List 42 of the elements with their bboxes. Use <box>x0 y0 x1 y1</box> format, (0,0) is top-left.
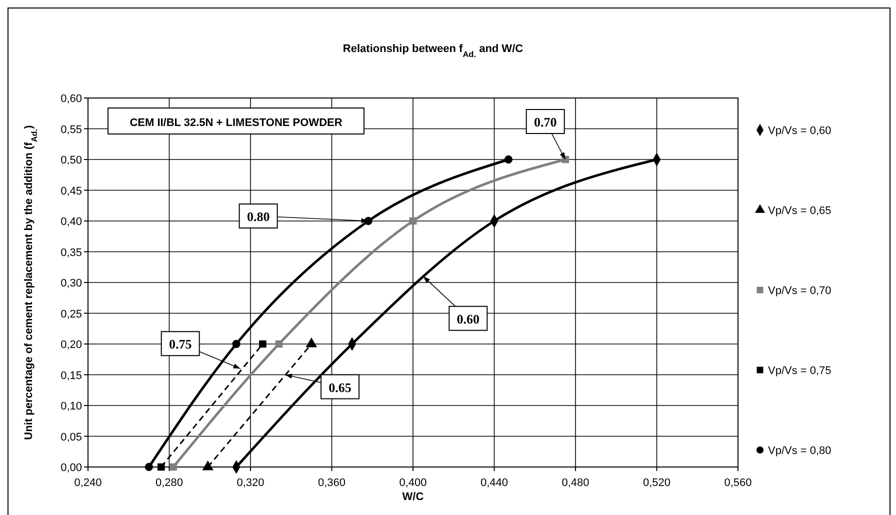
y-tick-label: 0,10 <box>60 400 82 412</box>
x-tick-label: 0,360 <box>318 477 346 489</box>
y-tick-label: 0,55 <box>60 124 82 136</box>
y-tick-label: 0,40 <box>60 216 82 228</box>
y-tick-label: 0,50 <box>60 154 82 166</box>
annotation: 0.65 <box>328 380 352 395</box>
point <box>409 217 417 225</box>
x-tick-label: 0,480 <box>562 477 590 489</box>
x-tick-label: 0,400 <box>399 477 427 489</box>
legend-label: Vp/Vs = 0,80 <box>768 445 832 457</box>
x-tick-label: 0,280 <box>155 477 184 489</box>
annotation: CEM II/BL 32.5N + LIMESTONE POWDER <box>130 117 342 129</box>
annotation: 0.60 <box>456 311 480 326</box>
y-tick-label: 0,60 <box>60 93 82 105</box>
chart-title: Relationship between f$_{Ad.}$ and W/C <box>342 43 524 58</box>
y-tick-label: 0,35 <box>60 246 82 259</box>
x-tick-label: 0,520 <box>642 477 671 489</box>
x-axis-title: W/C <box>402 491 424 503</box>
point <box>275 340 283 348</box>
y-tick-label: 0,00 <box>60 462 82 474</box>
point <box>504 155 513 164</box>
legend-label: Vp/Vs = 0,75 <box>768 365 832 377</box>
y-tick-label: 0,25 <box>60 308 82 320</box>
x-tick-label: 0,320 <box>236 477 264 489</box>
point <box>157 463 165 471</box>
y-tick-label: 0,20 <box>60 339 82 351</box>
y-tick-label: 0,45 <box>60 185 82 198</box>
x-tick-label: 0,440 <box>480 477 508 489</box>
y-tick-label: 0,05 <box>60 431 82 444</box>
point <box>232 340 240 348</box>
x-tick-label: 0,240 <box>74 477 102 489</box>
y-tick-label: 0,30 <box>60 278 82 290</box>
x-tick-label: 0,560 <box>724 477 752 489</box>
legend-label: Vp/Vs = 0,65 <box>768 205 832 217</box>
legend-label: Vp/Vs = 0,60 <box>768 125 832 137</box>
point <box>259 340 266 348</box>
y-tick-label: 0,15 <box>60 370 82 382</box>
annotation: 0.70 <box>534 114 557 130</box>
annotation: 0.75 <box>168 336 192 352</box>
point <box>144 462 154 472</box>
legend-label: Vp/Vs = 0,70 <box>768 285 832 297</box>
annotation: 0.80 <box>246 209 270 224</box>
